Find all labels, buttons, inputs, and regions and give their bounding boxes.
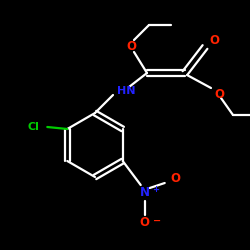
Text: O: O: [209, 34, 219, 48]
Text: +: +: [152, 184, 159, 194]
Text: HN: HN: [117, 86, 136, 96]
Text: O: O: [140, 216, 150, 230]
Text: O: O: [171, 172, 181, 186]
Text: O: O: [214, 88, 224, 102]
Text: N: N: [140, 186, 150, 200]
Text: Cl: Cl: [28, 122, 39, 132]
Text: −: −: [153, 216, 161, 226]
Text: O: O: [126, 40, 136, 54]
